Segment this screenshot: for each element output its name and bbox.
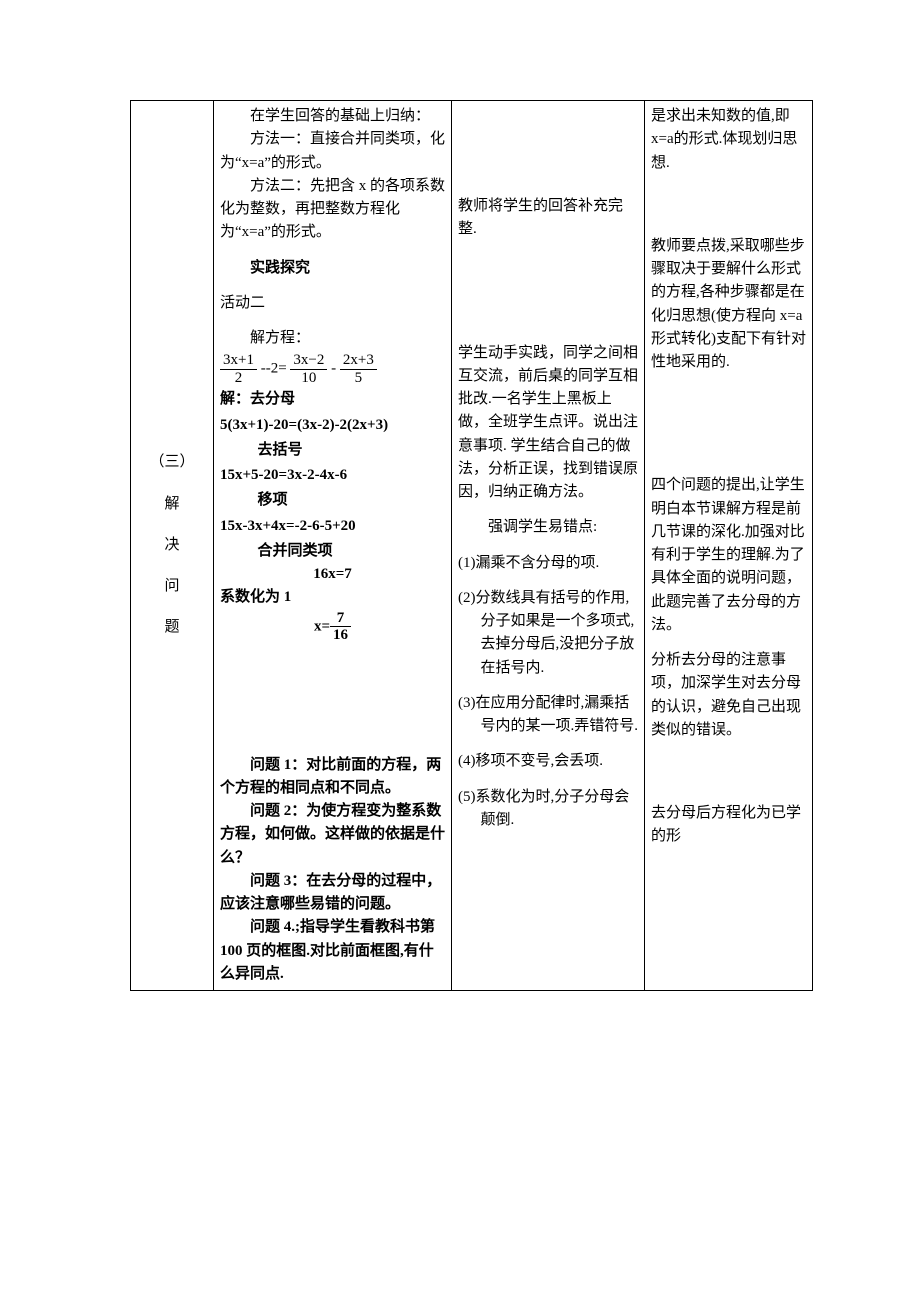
section-label: （三） 解 决 问 题 [137, 451, 207, 639]
eq-lhs: x= [314, 618, 330, 634]
equation-line: 15x-3x+4x=-2-6-5+20 [220, 515, 445, 538]
solve-label: 解方程： [220, 327, 445, 350]
fraction: 3x+1 2 [220, 352, 257, 386]
step-move-terms: 移项 [220, 489, 445, 512]
method-1: 方法一：直接合并同类项，化为“x=a”的形式。 [220, 128, 445, 175]
final-equation: x= 7 16 [220, 610, 445, 644]
fraction: 3x−2 10 [290, 352, 327, 386]
error-point-4: (4)移项不变号,会丢项. [481, 750, 639, 773]
section-char: 问 [137, 575, 207, 598]
question-3: 问题 3：在去分母的过程中，应该注意哪些易错的问题。 [220, 870, 445, 917]
method-2: 方法二：先把含 x 的各项系数化为整数，再把整数方程化为“x=a”的形式。 [220, 175, 445, 245]
note-2: 教师要点拨,采取哪些步骤取决于要解什么形式的方程,各种步骤都是在化归思想(使方程… [651, 235, 806, 375]
table-row: （三） 解 决 问 题 在学生回答的基础上归纳： 方法一：直接合并同类项，化为“… [131, 101, 813, 991]
question-2: 问题 2：为使方程变为整系数方程，如何做。这样做的依据是什么？ [220, 800, 445, 870]
practice-heading: 实践探究 [220, 257, 445, 280]
error-point-2: (2)分数线具有括号的作用,分子如果是一个多项式,去掉分母后,没把分子放在括号内… [481, 587, 639, 680]
eq-text: --2= [261, 361, 287, 377]
section-char: 决 [137, 534, 207, 557]
error-emphasis: 强调学生易错点: [458, 516, 638, 539]
equation-line: 5(3x+1)-20=(3x-2)-2(2x+3) [220, 414, 445, 437]
fraction: 2x+3 5 [340, 352, 377, 386]
step-coef-one: 系数化为 1 [220, 586, 445, 609]
question-1: 问题 1：对比前面的方程，两个方程的相同点和不同点。 [220, 754, 445, 801]
note-4: 分析去分母的注意事项，加深学生对去分母的认识，避免自己出现类似的错误。 [651, 649, 806, 742]
error-point-5: (5)系数化为时,分子分母会颠倒. [481, 786, 639, 833]
note-3: 四个问题的提出,让学生明白本节课解方程是前几节课的深化.加强对比有利于学生的理解… [651, 474, 806, 637]
step-remove-denominator: 解：去分母 [220, 388, 445, 411]
student-practice: 学生动手实践，同学之间相互交流，前后桌的同学互相批改.一名学生上黑板上做，全班学… [458, 342, 638, 505]
section-char: 解 [137, 493, 207, 516]
activity-cell: 教师将学生的回答补充完整. 学生动手实践，同学之间相互交流，前后桌的同学互相批改… [452, 101, 645, 991]
intro-text: 在学生回答的基础上归纳： [220, 105, 445, 128]
main-equation: 3x+1 2 --2= 3x−2 10 - 2x+3 5 [220, 352, 445, 386]
section-char: 题 [137, 616, 207, 639]
question-4: 问题 4.;指导学生看教科书第 100 页的框图.对比前面框图,有什么异同点. [220, 916, 445, 986]
fraction: 7 16 [330, 610, 351, 644]
note-5: 去分母后方程化为已学的形 [651, 802, 806, 849]
lesson-table: （三） 解 决 问 题 在学生回答的基础上归纳： 方法一：直接合并同类项，化为“… [130, 100, 813, 991]
eq-text: - [331, 361, 336, 377]
step-combine: 合并同类项 [220, 540, 445, 563]
activity-2-heading: 活动二 [220, 292, 445, 315]
error-point-3: (3)在应用分配律时,漏乘括号内的某一项.弄错符号. [481, 692, 639, 739]
error-point-1: (1)漏乘不含分母的项. [481, 552, 639, 575]
equation-line: 16x=7 [220, 563, 445, 586]
notes-cell: 是求出未知数的值,即 x=a的形式.体现划归思想. 教师要点拨,采取哪些步骤取决… [645, 101, 813, 991]
step-remove-brackets: 去括号 [220, 439, 445, 462]
document-page: （三） 解 决 问 题 在学生回答的基础上归纳： 方法一：直接合并同类项，化为“… [0, 0, 920, 1302]
equation-line: 15x+5-20=3x-2-4x-6 [220, 464, 445, 487]
section-label-cell: （三） 解 决 问 题 [131, 101, 214, 991]
note-1: 是求出未知数的值,即 x=a的形式.体现划归思想. [651, 105, 806, 175]
teaching-content-cell: 在学生回答的基础上归纳： 方法一：直接合并同类项，化为“x=a”的形式。 方法二… [214, 101, 452, 991]
teacher-supplement: 教师将学生的回答补充完整. [458, 195, 638, 242]
section-number: （三） [137, 451, 207, 474]
